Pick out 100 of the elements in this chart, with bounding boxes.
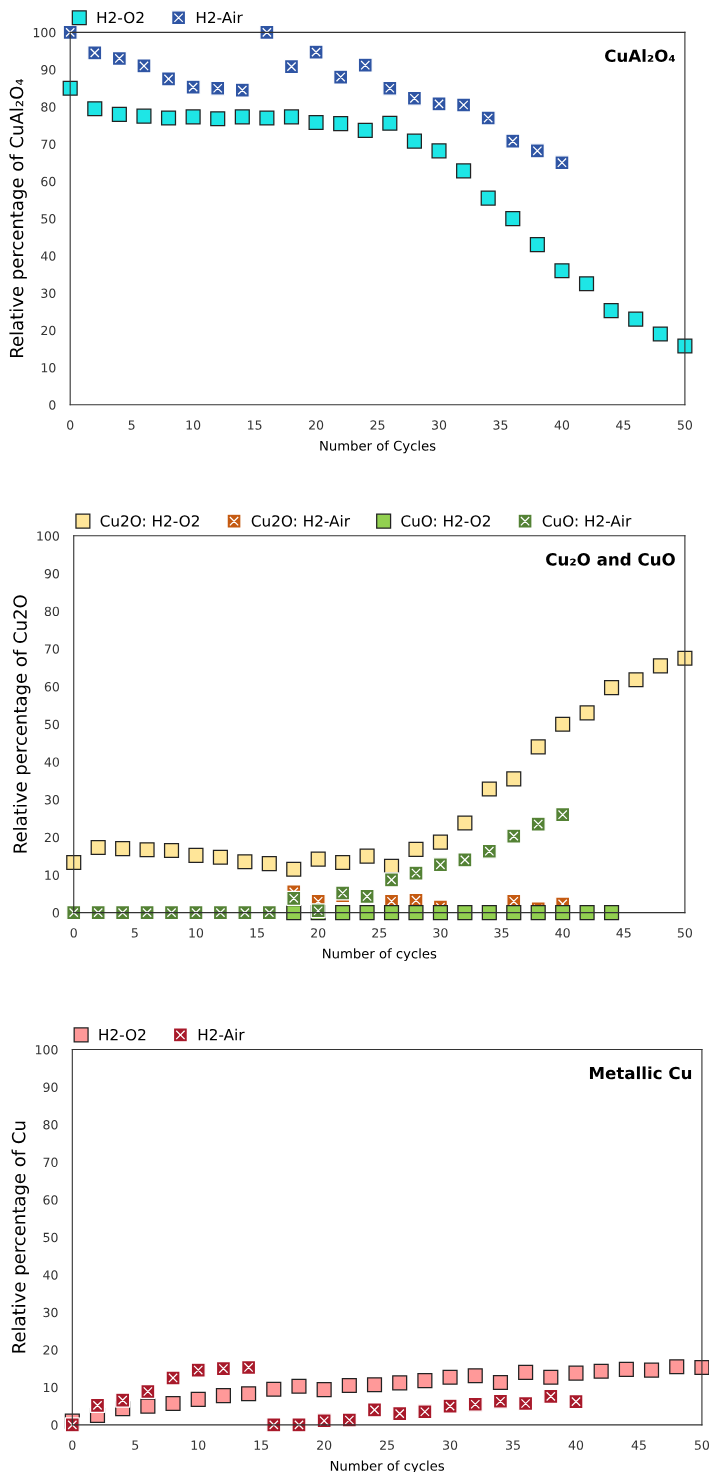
point xyxy=(506,905,522,921)
point xyxy=(383,872,400,888)
x-tick-label: 45 xyxy=(631,1440,646,1450)
point xyxy=(115,841,131,857)
point xyxy=(593,1363,609,1379)
point xyxy=(457,852,473,868)
point xyxy=(392,1406,408,1422)
point xyxy=(160,110,177,126)
point xyxy=(90,839,106,856)
point xyxy=(136,58,152,74)
point xyxy=(568,1365,584,1381)
point xyxy=(555,905,571,921)
point xyxy=(618,1361,634,1377)
y-tick-label: 70 xyxy=(43,1157,58,1168)
y-axis-title: Relative percentage of Cu2O xyxy=(12,595,31,853)
point xyxy=(283,109,300,125)
point xyxy=(188,847,204,863)
point xyxy=(431,143,447,159)
point xyxy=(432,834,448,850)
x-tick-label: 35 xyxy=(506,1440,520,1450)
point xyxy=(417,1404,433,1420)
x-tick-label: 5 xyxy=(128,420,135,430)
point xyxy=(234,82,250,98)
point xyxy=(212,849,228,865)
x-tick-label: 25 xyxy=(380,1440,394,1450)
point xyxy=(568,1394,584,1410)
point xyxy=(185,79,201,95)
x-tick-label: 5 xyxy=(132,1440,139,1450)
point xyxy=(603,303,619,319)
point xyxy=(310,851,326,867)
x-tick-label: 50 xyxy=(677,928,693,938)
point xyxy=(408,865,424,881)
point xyxy=(628,311,644,327)
point xyxy=(382,115,398,131)
y-tick-label: 90 xyxy=(41,65,56,75)
text: Metallic Cu xyxy=(589,1066,692,1080)
point xyxy=(366,1377,383,1393)
y-tick-label: 40 xyxy=(41,251,56,261)
point xyxy=(87,45,103,61)
point xyxy=(241,1386,257,1402)
point xyxy=(442,1398,458,1414)
point xyxy=(408,905,424,921)
y-tick-label: 100 xyxy=(35,1045,58,1055)
point xyxy=(555,716,571,732)
point xyxy=(529,143,545,159)
legend-label: Cu2O: H2-Air xyxy=(251,514,351,527)
point xyxy=(165,1370,181,1386)
point xyxy=(555,807,571,823)
point xyxy=(286,890,302,906)
point xyxy=(579,705,595,721)
y-tick-label: 20 xyxy=(41,325,56,336)
y-tick-label: 0 xyxy=(51,1420,58,1430)
y-tick-label: 70 xyxy=(41,139,56,150)
point xyxy=(190,1391,206,1407)
point xyxy=(431,96,447,112)
y-tick-label: 60 xyxy=(43,1195,58,1205)
point xyxy=(505,133,521,149)
point xyxy=(677,338,693,354)
point xyxy=(406,90,422,106)
point xyxy=(357,122,373,138)
x-tick-label: 20 xyxy=(311,928,326,938)
x-tick-label: 0 xyxy=(67,420,74,430)
point xyxy=(506,771,522,787)
legend-label: H2-O2 xyxy=(97,11,144,24)
point xyxy=(140,1383,156,1400)
x-tick-label: 30 xyxy=(432,420,447,430)
point xyxy=(160,71,177,87)
point xyxy=(139,842,155,858)
point xyxy=(210,111,226,127)
point xyxy=(669,1359,685,1375)
x-tick-label: 15 xyxy=(248,420,262,430)
point xyxy=(359,888,375,905)
point xyxy=(382,80,398,96)
point xyxy=(308,44,324,60)
point xyxy=(643,1362,660,1378)
point xyxy=(215,1361,231,1377)
y-tick-label: 60 xyxy=(41,176,56,187)
y-tick-label: 10 xyxy=(41,363,56,373)
point xyxy=(492,1374,509,1391)
y-tick-label: 90 xyxy=(43,1082,58,1092)
legend-label: H2-O2 xyxy=(99,1028,146,1041)
y-tick-label: 80 xyxy=(44,606,60,617)
point xyxy=(652,326,668,342)
point xyxy=(442,1369,458,1385)
point xyxy=(530,739,546,755)
x-tick-label: 30 xyxy=(443,1440,458,1450)
y-tick-label: 60 xyxy=(44,682,60,692)
point xyxy=(266,1381,282,1397)
point xyxy=(237,854,253,870)
y-tick-label: 30 xyxy=(41,288,56,298)
y-tick-label: 70 xyxy=(44,644,60,654)
y-tick-label: 50 xyxy=(41,214,56,224)
point xyxy=(578,276,595,292)
point xyxy=(215,1388,231,1404)
x-tick-label: 45 xyxy=(616,420,631,430)
point xyxy=(383,905,400,921)
legend-label: Cu2O: H2-O2 xyxy=(100,515,199,527)
point xyxy=(341,1377,357,1394)
x-tick-label: 15 xyxy=(250,928,264,938)
point xyxy=(518,1395,534,1412)
